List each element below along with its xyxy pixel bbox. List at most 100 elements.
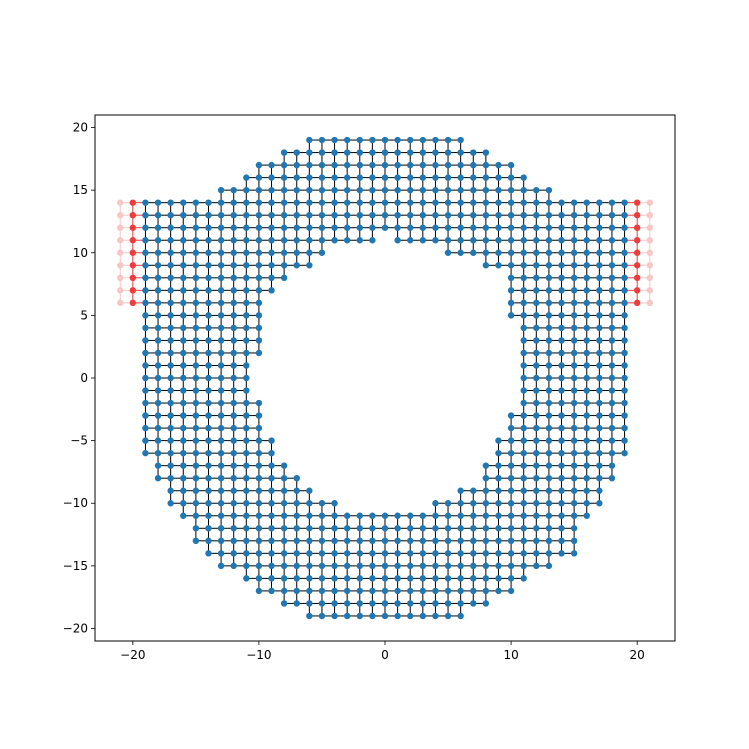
lattice-site bbox=[318, 199, 326, 206]
lattice-site bbox=[217, 500, 225, 507]
lattice-site bbox=[545, 562, 553, 570]
lattice-site bbox=[608, 237, 616, 244]
lattice-site bbox=[369, 575, 376, 582]
lattice-site bbox=[167, 324, 174, 332]
lattice-site bbox=[255, 412, 263, 419]
lattice-site bbox=[545, 537, 553, 545]
lattice-site bbox=[268, 487, 275, 494]
lattice-site bbox=[318, 525, 326, 532]
lattice-site bbox=[243, 237, 250, 244]
lattice-site bbox=[570, 412, 578, 419]
lattice-site bbox=[394, 525, 401, 532]
lattice-site bbox=[230, 337, 237, 344]
lattice-site bbox=[142, 337, 149, 344]
lead-site-outer bbox=[117, 237, 124, 244]
lattice-site bbox=[167, 287, 174, 294]
lattice-site bbox=[583, 412, 590, 419]
lattice-site bbox=[180, 199, 187, 206]
lattice-site bbox=[570, 449, 578, 457]
lattice-site bbox=[192, 525, 200, 532]
lattice-site bbox=[507, 262, 515, 269]
lattice-site bbox=[482, 174, 490, 181]
lattice-site bbox=[558, 349, 565, 357]
lattice-site bbox=[217, 237, 225, 244]
lattice-site bbox=[192, 274, 200, 282]
lattice-site bbox=[533, 562, 540, 570]
lattice-site bbox=[243, 500, 250, 507]
lattice-site bbox=[533, 312, 540, 319]
lattice-site bbox=[343, 224, 351, 231]
lattice-site bbox=[533, 224, 540, 231]
lattice-site bbox=[280, 575, 288, 582]
lattice-site bbox=[558, 237, 565, 244]
lattice-site bbox=[507, 249, 515, 256]
lattice-site bbox=[230, 324, 237, 332]
lattice-site bbox=[533, 550, 540, 557]
lattice-site bbox=[520, 362, 527, 369]
lattice-site bbox=[444, 211, 452, 219]
lattice-site bbox=[154, 362, 162, 369]
lead-site-outer bbox=[646, 274, 653, 282]
lattice-site bbox=[608, 424, 616, 432]
lead-site-inner bbox=[129, 287, 137, 294]
lattice-site bbox=[596, 487, 603, 494]
y-tick-label: −10 bbox=[63, 496, 88, 510]
lattice-site bbox=[570, 262, 578, 269]
lattice-site bbox=[545, 387, 553, 394]
lattice-site bbox=[482, 249, 490, 256]
lattice-site bbox=[167, 211, 174, 219]
lattice-site bbox=[558, 550, 565, 557]
lattice-site bbox=[394, 136, 401, 144]
lattice-site bbox=[432, 174, 439, 181]
lattice-site bbox=[255, 424, 263, 432]
lattice-site bbox=[583, 324, 590, 332]
lattice-site bbox=[142, 387, 149, 394]
lattice-site bbox=[205, 324, 212, 332]
lattice-site bbox=[570, 462, 578, 469]
lead-site-inner bbox=[633, 287, 641, 294]
lattice-site bbox=[331, 512, 338, 519]
lattice-site bbox=[230, 537, 237, 545]
lattice-site bbox=[545, 362, 553, 369]
lattice-site bbox=[205, 449, 212, 457]
lattice-site bbox=[444, 224, 452, 231]
lattice-site bbox=[558, 299, 565, 307]
lattice-site bbox=[243, 299, 250, 307]
lattice-site bbox=[343, 512, 351, 519]
lattice-site bbox=[608, 224, 616, 231]
lattice-site bbox=[243, 349, 250, 357]
lattice-site bbox=[482, 462, 490, 469]
lattice-site bbox=[621, 237, 628, 244]
lattice-site bbox=[180, 487, 187, 494]
lattice-site bbox=[621, 262, 628, 269]
lattice-site bbox=[570, 312, 578, 319]
lattice-site bbox=[306, 487, 313, 494]
lattice-site bbox=[192, 537, 200, 545]
lattice-site bbox=[545, 287, 553, 294]
lattice-site bbox=[457, 500, 464, 507]
lattice-site bbox=[432, 224, 439, 231]
lattice-site bbox=[180, 287, 187, 294]
lattice-site bbox=[570, 399, 578, 407]
lattice-site bbox=[280, 537, 288, 545]
lattice-site bbox=[192, 474, 200, 482]
lattice-site bbox=[154, 424, 162, 432]
lattice-site bbox=[482, 161, 490, 169]
lattice-site bbox=[268, 262, 275, 269]
lattice-site bbox=[470, 575, 477, 582]
lattice-site bbox=[608, 462, 616, 469]
lattice-site bbox=[558, 525, 565, 532]
lattice-site bbox=[167, 199, 174, 206]
lattice-site bbox=[381, 587, 389, 595]
lattice-site bbox=[306, 186, 313, 194]
lattice-site bbox=[280, 161, 288, 169]
lattice-site bbox=[142, 424, 149, 432]
lattice-site bbox=[520, 500, 527, 507]
lattice-site bbox=[180, 374, 187, 382]
lead-site-inner bbox=[633, 199, 641, 206]
lattice-site bbox=[558, 337, 565, 344]
lattice-site bbox=[230, 262, 237, 269]
lattice-site bbox=[306, 537, 313, 545]
lattice-site bbox=[318, 537, 326, 545]
lattice-site bbox=[280, 149, 288, 156]
